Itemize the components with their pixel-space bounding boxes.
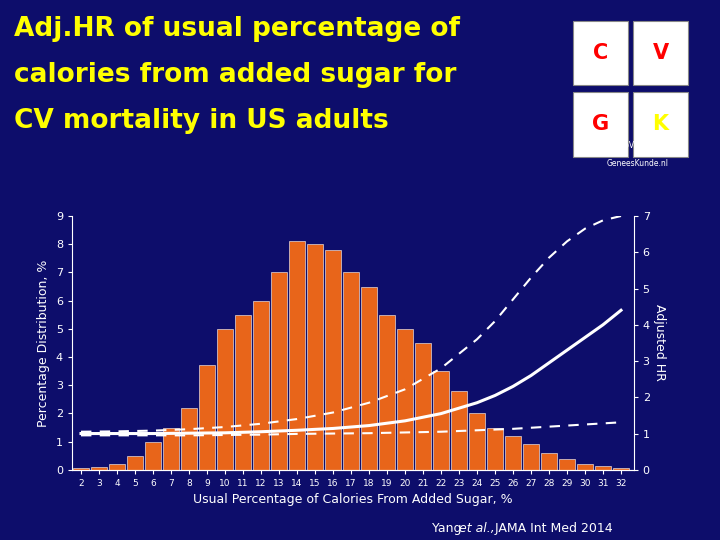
FancyBboxPatch shape [633,92,688,157]
Bar [613,468,629,470]
Bar [73,468,89,470]
Text: CV mortality in US adults: CV mortality in US adults [14,108,389,134]
Bar [541,453,557,470]
Bar [199,366,215,470]
Bar [271,272,287,470]
Bar [415,343,431,470]
Bar [505,436,521,470]
Bar [181,408,197,470]
Text: GeneesKunde.nl: GeneesKunde.nl [606,159,668,167]
Bar [235,315,251,470]
Bar [379,315,395,470]
FancyBboxPatch shape [573,21,628,85]
Text: calories from added sugar for: calories from added sugar for [14,62,456,88]
Bar [577,464,593,470]
Text: Yang: Yang [432,522,466,535]
X-axis label: Usual Percentage of Calories From Added Sugar, %: Usual Percentage of Calories From Added … [193,494,513,507]
Text: G: G [592,114,609,134]
Text: JAMA Int Med 2014: JAMA Int Med 2014 [491,522,613,535]
Y-axis label: Percentage Distribution, %: Percentage Distribution, % [37,259,50,427]
FancyBboxPatch shape [573,92,628,157]
Bar [325,250,341,470]
Bar [469,414,485,470]
Bar [361,287,377,470]
Bar [433,371,449,470]
Bar [307,244,323,470]
Y-axis label: Adjusted HR: Adjusted HR [654,305,667,381]
Text: CardioVasculaire: CardioVasculaire [605,141,670,150]
Bar [559,458,575,470]
Bar [343,272,359,470]
Bar [451,391,467,470]
Text: C: C [593,43,608,63]
Bar [253,301,269,470]
Bar [91,467,107,470]
Text: K: K [652,114,668,134]
Text: Adj.HR of usual percentage of: Adj.HR of usual percentage of [14,16,460,42]
Bar [109,464,125,470]
Bar [145,442,161,470]
Bar [217,329,233,470]
Bar [487,428,503,470]
Bar [127,456,143,470]
Text: V: V [652,43,668,63]
Bar [163,428,179,470]
FancyBboxPatch shape [633,21,688,85]
Text: et al.,: et al., [459,522,495,535]
Bar [595,465,611,470]
Bar [397,329,413,470]
Bar [523,444,539,470]
Bar [289,241,305,470]
